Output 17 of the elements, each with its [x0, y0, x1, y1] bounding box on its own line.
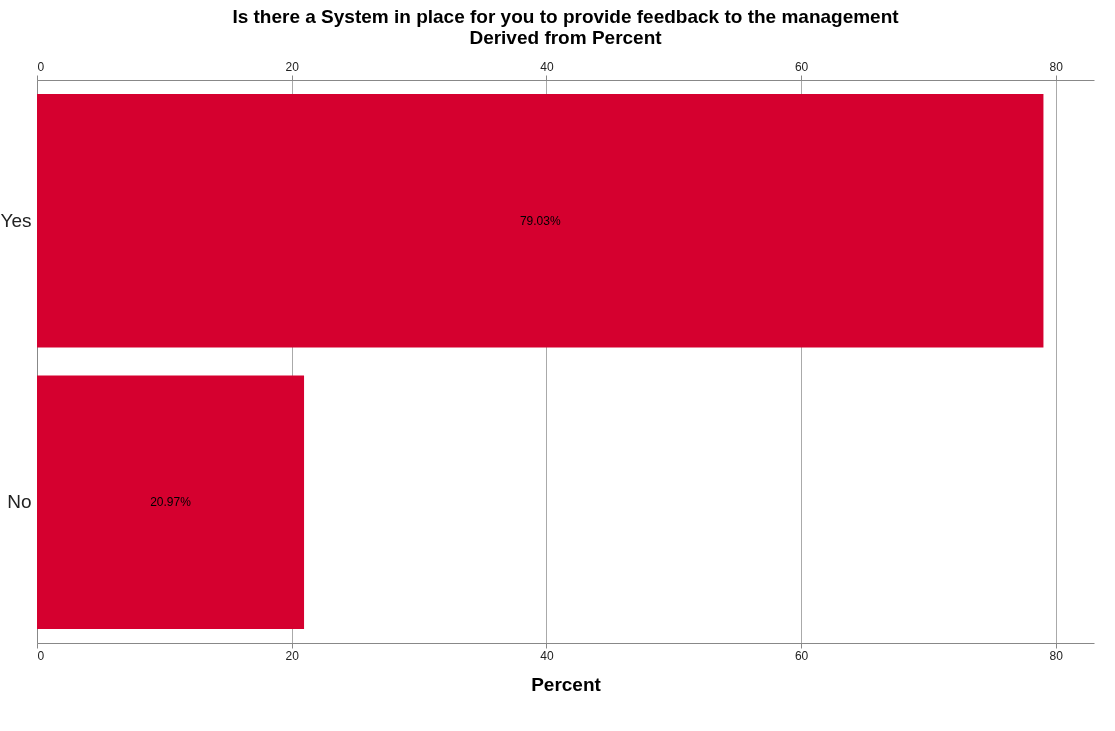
x2-tick-label: 20 [285, 59, 300, 74]
x2-tick-label: 80 [1049, 59, 1064, 74]
x-tick-label: 20 [285, 648, 300, 663]
y-tick-label: Yes [0, 209, 32, 231]
x2-tick-label: 0 [37, 59, 45, 74]
x2-tick-label: 40 [540, 59, 554, 74]
x2-tick-label: 60 [794, 59, 809, 74]
x-tick-label: 60 [794, 648, 809, 663]
data-label: 20.97% [150, 495, 192, 510]
x-tick-label: 80 [1049, 648, 1064, 663]
chart-title: Is there a System in place for you to provide feedback to the management [232, 6, 900, 27]
data-label: 79.03% [519, 213, 561, 228]
x-axis-title: Percent [531, 673, 602, 695]
x-tick-label: 0 [37, 648, 45, 663]
chart-subtitle: Derived from Percent [469, 27, 663, 48]
y-tick-label: No [7, 491, 32, 513]
x-tick-label: 40 [540, 648, 554, 663]
